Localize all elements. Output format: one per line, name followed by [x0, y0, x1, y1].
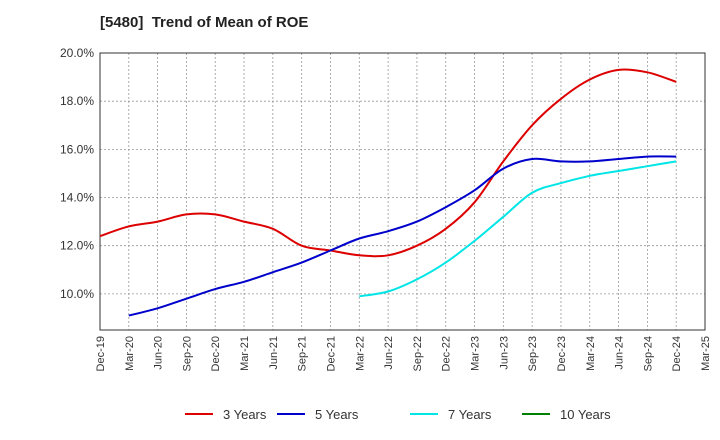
chart-title: [5480] Trend of Mean of ROE — [100, 14, 309, 31]
legend-label-4: 10 Years — [560, 407, 611, 422]
x-axis-ticks: Dec-19 Mar-20 Jun-20 Sep-20 Dec-20 Mar-21 Jun-… — [95, 336, 712, 371]
x-tick-label: Mar-23 — [470, 336, 482, 371]
x-tick-label: Jun-22 — [383, 336, 395, 370]
x-tick-label: Dec-22 — [441, 336, 453, 371]
x-tick-label: Sep-20 — [181, 336, 193, 371]
x-tick-label: Mar-21 — [239, 336, 251, 371]
x-tick-label: Mar-24 — [585, 336, 597, 371]
grid-layer — [100, 53, 705, 330]
legend: 3 Years 5 Years 7 Years 10 Years — [185, 407, 611, 422]
x-tick-label: Sep-24 — [642, 336, 654, 371]
y-tick-label: 20.0% — [60, 46, 94, 60]
x-tick-label: Mar-22 — [354, 336, 366, 371]
legend-label-2: 5 Years — [315, 407, 359, 422]
plot-frame — [99, 52, 706, 331]
y-tick-label: 18.0% — [60, 94, 94, 108]
series-layer — [99, 68, 677, 317]
x-tick-label: Jun-24 — [614, 336, 626, 370]
y-tick-label: 10.0% — [60, 287, 94, 301]
x-tick-label: Mar-20 — [124, 336, 136, 371]
y-tick-label: 12.0% — [60, 239, 94, 253]
x-tick-label: Dec-23 — [556, 336, 568, 371]
legend-label-3: 7 Years — [448, 407, 492, 422]
x-tick-label: Sep-22 — [412, 336, 424, 371]
y-tick-label: 14.0% — [60, 191, 94, 205]
x-tick-label: Dec-19 — [95, 336, 107, 371]
x-tick-label: Dec-21 — [325, 336, 337, 371]
x-tick-label: Mar-25 — [700, 336, 712, 371]
y-tick-label: 16.0% — [60, 142, 94, 156]
x-tick-label: Jun-23 — [498, 336, 510, 370]
x-tick-label: Sep-23 — [527, 336, 539, 371]
series-line-3 — [359, 160, 677, 298]
series-line-2 — [128, 155, 677, 317]
x-tick-label: Jun-20 — [153, 336, 165, 370]
x-tick-label: Jun-21 — [268, 336, 280, 370]
x-tick-label: Sep-21 — [297, 336, 309, 371]
x-tick-label: Dec-20 — [210, 336, 222, 371]
series-line-1 — [99, 68, 677, 258]
x-tick-label: Dec-24 — [671, 336, 683, 371]
legend-label-1: 3 Years — [223, 407, 267, 422]
y-axis-ticks: 10.0% 12.0% 14.0% 16.0% 18.0% 20.0% — [60, 46, 94, 301]
